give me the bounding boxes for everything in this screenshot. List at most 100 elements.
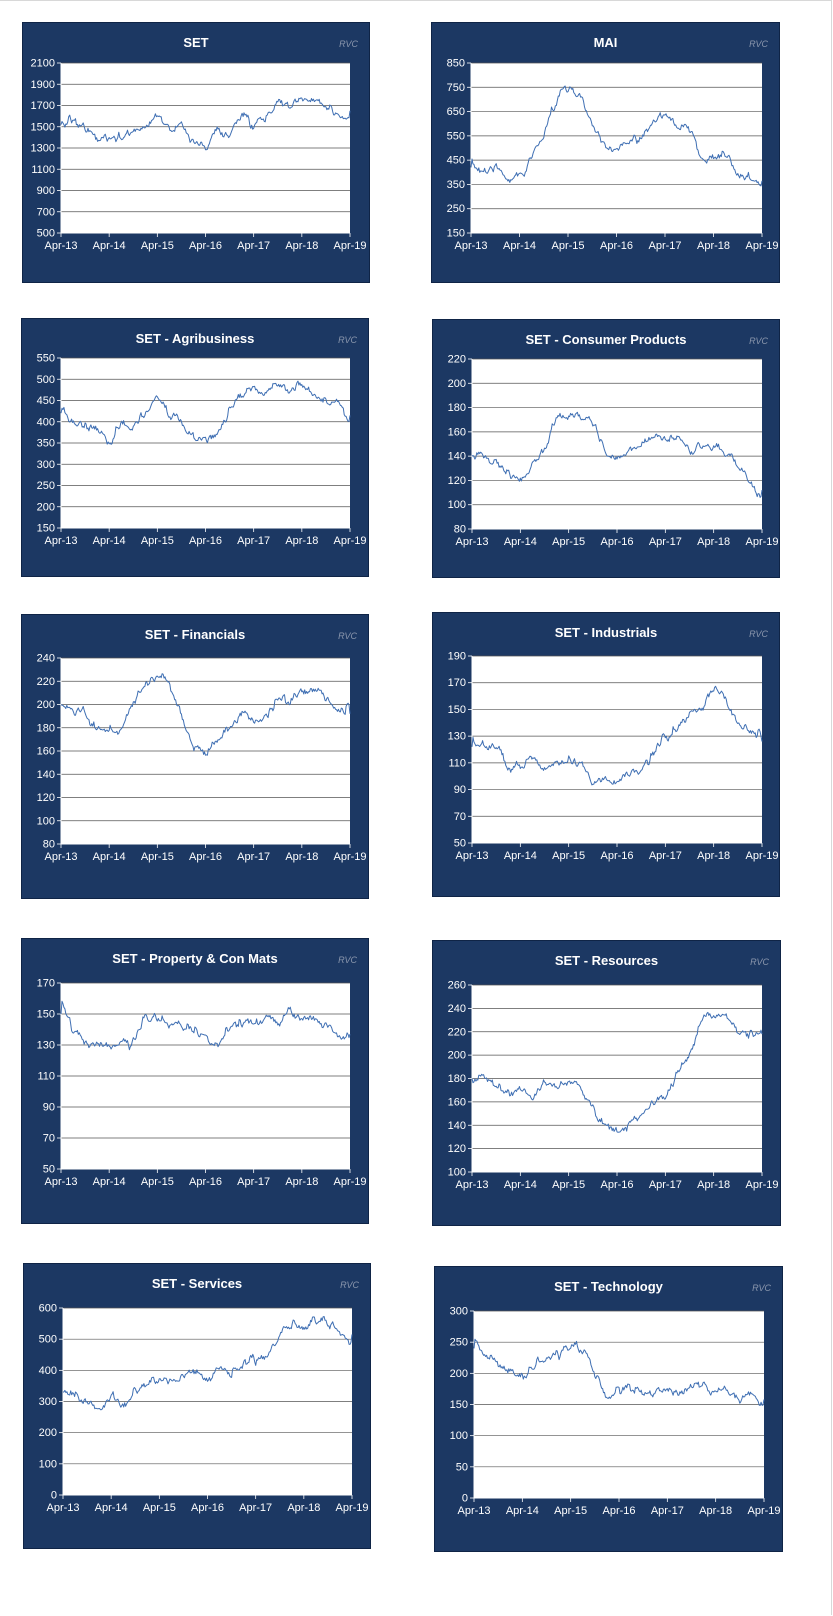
x-tick-label: Apr-18 bbox=[697, 240, 730, 252]
x-tick-label: Apr-19 bbox=[747, 1505, 780, 1517]
y-tick-label: 240 bbox=[448, 1003, 466, 1015]
chart-panel-set-property-con-mats: SET - Property & Con Mats RVC 50 70 90 110 130… bbox=[21, 938, 369, 1224]
x-tick-label: Apr-19 bbox=[745, 536, 778, 548]
x-tick-label: Apr-19 bbox=[333, 535, 366, 547]
y-tick-label: 170 bbox=[448, 677, 466, 689]
x-tick-label: Apr-15 bbox=[552, 536, 585, 548]
x-tick-label: Apr-13 bbox=[457, 1505, 490, 1517]
chart-svg: 80 100 120 140 160 180 200 220 240 Apr-13 Apr-14 Ap… bbox=[37, 653, 367, 864]
x-tick-label: Apr-13 bbox=[44, 535, 77, 547]
x-tick-label: Apr-19 bbox=[745, 240, 778, 252]
chart-title: SET - Technology bbox=[554, 1279, 663, 1294]
x-tick-label: Apr-18 bbox=[285, 851, 318, 863]
chart-svg: 0 50 100 150 200 250 300 Apr-13 Apr-14 Apr-15 Apr-… bbox=[450, 1306, 781, 1518]
series-line bbox=[471, 411, 763, 498]
y-tick-label: 300 bbox=[37, 459, 55, 471]
y-tick-label: 500 bbox=[37, 374, 55, 386]
y-tick-label: 300 bbox=[450, 1306, 468, 1318]
y-tick-label: 400 bbox=[37, 416, 55, 428]
x-tick-label: Apr-18 bbox=[285, 535, 318, 547]
y-tick-label: 50 bbox=[43, 1164, 55, 1176]
y-tick-label: 150 bbox=[448, 704, 466, 716]
watermark: RVC bbox=[338, 955, 357, 965]
y-tick-label: 120 bbox=[448, 475, 466, 487]
y-tick-label: 90 bbox=[43, 1102, 55, 1114]
chart-svg: 150 200 250 300 350 400 450 500 550 Apr-13 Apr-14 A… bbox=[37, 353, 367, 548]
y-tick-label: 700 bbox=[37, 206, 55, 218]
x-tick-label: Apr-16 bbox=[600, 536, 633, 548]
y-tick-label: 0 bbox=[51, 1490, 57, 1502]
y-tick-label: 550 bbox=[447, 130, 465, 142]
x-tick-label: Apr-17 bbox=[237, 851, 270, 863]
series-line bbox=[60, 97, 351, 151]
x-tick-label: Apr-13 bbox=[454, 240, 487, 252]
y-tick-label: 120 bbox=[448, 1143, 466, 1155]
y-tick-label: 350 bbox=[447, 179, 465, 191]
y-tick-label: 180 bbox=[448, 402, 466, 414]
x-tick-label: Apr-14 bbox=[93, 1176, 126, 1188]
x-tick-label: Apr-18 bbox=[697, 850, 730, 862]
x-tick-label: Apr-16 bbox=[191, 1502, 224, 1514]
x-tick-label: Apr-17 bbox=[648, 240, 681, 252]
y-tick-label: 300 bbox=[39, 1396, 57, 1408]
y-tick-label: 750 bbox=[447, 82, 465, 94]
watermark: RVC bbox=[750, 957, 769, 967]
y-tick-label: 190 bbox=[448, 651, 466, 663]
x-tick-label: Apr-15 bbox=[141, 535, 174, 547]
y-tick-label: 100 bbox=[37, 815, 55, 827]
chart-panel-set: SET RVC 500 700 900 1100 1300 1500 1700 1900 2100 A… bbox=[22, 22, 370, 283]
y-tick-label: 180 bbox=[37, 722, 55, 734]
y-tick-label: 200 bbox=[450, 1368, 468, 1380]
chart-title: SET - Agribusiness bbox=[135, 331, 255, 346]
chart-panel-set-industrials: SET - Industrials RVC 50 70 90 110 130 150 170 19… bbox=[432, 612, 780, 897]
y-tick-label: 850 bbox=[447, 58, 465, 70]
y-tick-label: 350 bbox=[37, 438, 55, 450]
x-tick-label: Apr-15 bbox=[554, 1505, 587, 1517]
y-tick-label: 100 bbox=[450, 1430, 468, 1442]
y-tick-label: 160 bbox=[448, 426, 466, 438]
chart-svg: 0 100 200 300 400 500 600 Apr-13 Apr-14 Apr-15 Apr… bbox=[39, 1303, 369, 1515]
y-tick-label: 70 bbox=[454, 811, 466, 823]
series-line bbox=[473, 1338, 765, 1406]
y-tick-label: 150 bbox=[37, 1009, 55, 1021]
y-tick-label: 240 bbox=[37, 653, 55, 665]
y-tick-label: 1500 bbox=[31, 121, 55, 133]
y-tick-label: 130 bbox=[448, 731, 466, 743]
watermark: RVC bbox=[340, 1280, 359, 1290]
y-tick-label: 130 bbox=[37, 1040, 55, 1052]
series-line bbox=[471, 1011, 763, 1133]
x-tick-label: Apr-19 bbox=[335, 1502, 368, 1514]
y-tick-label: 400 bbox=[39, 1365, 57, 1377]
y-tick-label: 50 bbox=[456, 1461, 468, 1473]
x-tick-label: Apr-19 bbox=[333, 851, 366, 863]
x-tick-label: Apr-14 bbox=[504, 1179, 537, 1191]
y-tick-label: 50 bbox=[454, 838, 466, 850]
y-tick-label: 550 bbox=[37, 353, 55, 365]
y-tick-label: 200 bbox=[37, 501, 55, 513]
y-tick-label: 150 bbox=[447, 228, 465, 240]
x-tick-label: Apr-13 bbox=[44, 1176, 77, 1188]
x-tick-label: Apr-13 bbox=[44, 851, 77, 863]
x-tick-label: Apr-15 bbox=[552, 850, 585, 862]
y-tick-label: 220 bbox=[448, 1026, 466, 1038]
chart-title: SET - Resources bbox=[554, 953, 659, 968]
y-tick-label: 110 bbox=[37, 1071, 55, 1083]
y-tick-label: 80 bbox=[454, 524, 466, 536]
x-tick-label: Apr-19 bbox=[745, 850, 778, 862]
x-tick-label: Apr-14 bbox=[93, 535, 126, 547]
chart-svg: 80 100 120 140 160 180 200 220 Apr-13 Apr-14 Apr-1… bbox=[448, 354, 779, 549]
x-tick-label: Apr-13 bbox=[455, 536, 488, 548]
y-tick-label: 120 bbox=[37, 792, 55, 804]
x-tick-label: Apr-13 bbox=[44, 240, 77, 252]
chart-title: SET - Financials bbox=[144, 627, 246, 642]
watermark: RVC bbox=[338, 335, 357, 345]
plot-area bbox=[471, 63, 762, 233]
series-line bbox=[470, 85, 763, 187]
chart-title: MAI bbox=[593, 35, 618, 50]
x-tick-label: Apr-16 bbox=[602, 1505, 635, 1517]
chart-title: SET - Property & Con Mats bbox=[112, 951, 278, 966]
x-tick-label: Apr-16 bbox=[189, 240, 222, 252]
x-tick-label: Apr-14 bbox=[95, 1502, 128, 1514]
watermark: RVC bbox=[339, 39, 358, 49]
y-tick-label: 250 bbox=[447, 203, 465, 215]
